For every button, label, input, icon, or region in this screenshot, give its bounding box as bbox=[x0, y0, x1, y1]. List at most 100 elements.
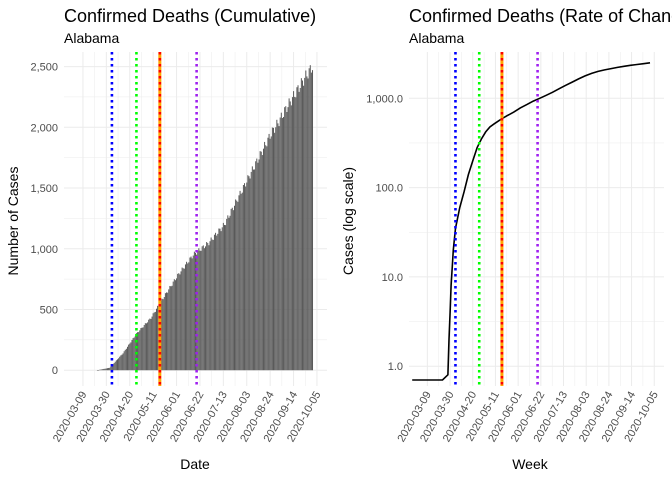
y-tick-label: 10.0 bbox=[382, 272, 403, 284]
bar bbox=[152, 313, 154, 371]
left-chart-y-axis-label: Number of Cases bbox=[5, 167, 21, 276]
bar bbox=[191, 258, 193, 371]
bar bbox=[278, 126, 280, 371]
right-chart-subtitle: Alabama bbox=[409, 30, 464, 46]
bar bbox=[218, 228, 220, 371]
bar bbox=[130, 342, 132, 371]
bar bbox=[300, 78, 302, 371]
bar bbox=[128, 344, 130, 371]
y-tick-label: 1,000.0 bbox=[366, 93, 403, 105]
bar bbox=[273, 127, 275, 371]
bar bbox=[303, 85, 305, 371]
y-tick-label: 1,000 bbox=[30, 244, 58, 256]
bar bbox=[261, 155, 263, 371]
bar bbox=[177, 273, 179, 371]
bar bbox=[114, 361, 116, 371]
bar bbox=[248, 176, 250, 371]
bar bbox=[232, 210, 234, 371]
bar bbox=[225, 225, 227, 371]
bar bbox=[289, 101, 291, 371]
bar bbox=[116, 359, 118, 371]
bar bbox=[298, 91, 300, 371]
bar bbox=[280, 112, 282, 371]
bar bbox=[295, 97, 297, 371]
bar bbox=[296, 87, 298, 371]
bar bbox=[142, 327, 144, 371]
bar bbox=[182, 268, 184, 371]
bar bbox=[245, 186, 247, 371]
bar bbox=[133, 337, 135, 371]
bar bbox=[267, 137, 269, 371]
bar bbox=[234, 205, 236, 371]
bar bbox=[241, 192, 243, 371]
bar bbox=[277, 123, 279, 371]
bar bbox=[268, 133, 270, 371]
bar bbox=[251, 166, 253, 371]
bar bbox=[215, 232, 217, 371]
bar bbox=[239, 190, 241, 371]
bar bbox=[138, 332, 140, 371]
bar bbox=[199, 250, 201, 371]
bar bbox=[304, 77, 306, 371]
bar bbox=[166, 292, 168, 371]
left-chart-x-axis-label: Date bbox=[180, 456, 210, 472]
bar bbox=[257, 162, 259, 371]
bar bbox=[174, 280, 176, 371]
bar bbox=[147, 322, 149, 371]
bar bbox=[216, 235, 218, 371]
bar bbox=[265, 145, 267, 371]
bar bbox=[180, 271, 182, 371]
bar bbox=[213, 234, 215, 371]
bar bbox=[192, 255, 194, 371]
y-tick-label: 2,500 bbox=[30, 62, 58, 74]
bar bbox=[179, 274, 181, 371]
bar bbox=[108, 367, 110, 371]
bar bbox=[123, 351, 125, 371]
bar bbox=[131, 339, 133, 371]
bar bbox=[154, 311, 156, 371]
bar bbox=[229, 215, 231, 371]
y-tick-label: 500 bbox=[40, 304, 58, 316]
bar bbox=[255, 161, 257, 371]
bar bbox=[283, 116, 285, 371]
bar bbox=[293, 91, 295, 371]
bar bbox=[139, 330, 141, 371]
bar bbox=[256, 158, 258, 371]
bar bbox=[163, 297, 165, 371]
bar bbox=[284, 107, 286, 371]
bar bbox=[308, 68, 310, 371]
bar bbox=[170, 286, 172, 371]
bar bbox=[217, 233, 219, 371]
bar bbox=[226, 218, 228, 371]
bar bbox=[132, 338, 134, 371]
left-chart-title: Confirmed Deaths (Cumulative) bbox=[64, 6, 316, 26]
bar bbox=[301, 80, 303, 371]
bar bbox=[135, 333, 137, 371]
bar bbox=[200, 250, 202, 371]
bar bbox=[150, 318, 152, 371]
bar bbox=[259, 151, 261, 371]
left-chart-plot: 05001,0001,5002,0002,5002020-03-092020-0… bbox=[30, 52, 327, 444]
y-tick-label: 1.0 bbox=[388, 361, 403, 373]
bar bbox=[184, 264, 186, 371]
bar bbox=[262, 148, 264, 371]
bar bbox=[206, 242, 208, 371]
bar bbox=[109, 367, 111, 371]
bar bbox=[151, 316, 153, 371]
bar bbox=[212, 239, 214, 371]
bar bbox=[242, 185, 244, 371]
bar bbox=[223, 224, 225, 371]
bar bbox=[240, 193, 242, 371]
bar bbox=[198, 248, 200, 371]
bar bbox=[98, 369, 100, 371]
bar bbox=[290, 105, 292, 371]
bar bbox=[169, 285, 171, 371]
bar bbox=[153, 312, 155, 371]
bar bbox=[254, 169, 256, 371]
bar bbox=[202, 245, 204, 371]
bar bbox=[269, 138, 271, 371]
bar bbox=[209, 241, 211, 371]
bar bbox=[285, 106, 287, 371]
right-chart-x-axis-label: Week bbox=[512, 456, 549, 472]
